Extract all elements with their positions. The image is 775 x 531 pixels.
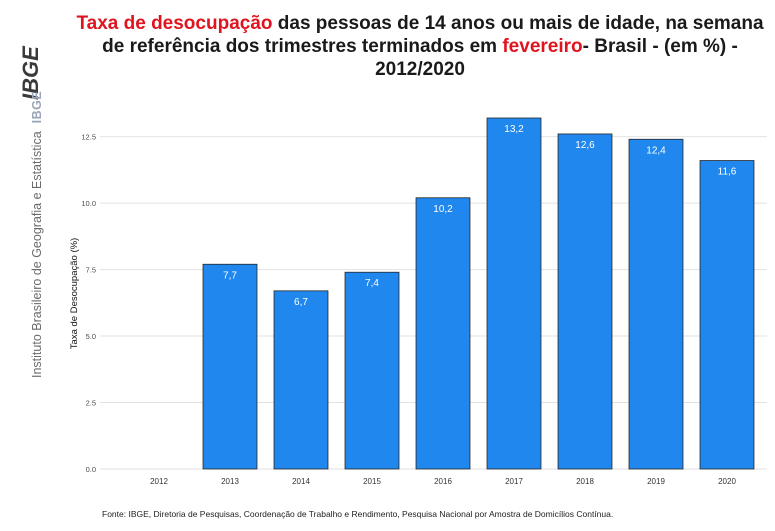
brand-strip: IBGE Instituto Brasileiro de Geografia e… — [0, 0, 62, 531]
bar — [628, 138, 684, 470]
bar-value-label: 6,7 — [294, 297, 308, 308]
x-tick-label: 2012 — [150, 477, 168, 486]
bar-value-label: 10,2 — [433, 204, 453, 215]
title-highlight-rate: Taxa de desocupação — [76, 13, 273, 34]
x-tick-label: 2018 — [576, 477, 594, 486]
bar — [344, 271, 400, 470]
x-tick-label: 2016 — [434, 477, 452, 486]
y-tick-label: 7.5 — [86, 266, 96, 275]
bar-value-label: 13,2 — [504, 124, 524, 135]
bar-chart: 0.0 2.5 5.0 7.5 10.0 12.5 Taxa de Desocupação … — [69, 117, 767, 486]
title-text-end: - Brasil - (em %) - 2012/2020 — [375, 36, 738, 80]
title-text-middle: das pessoas de 14 anos ou mais de idade,… — [102, 13, 764, 57]
institute-short-name: IBGE — [30, 90, 44, 124]
bar — [699, 160, 755, 470]
bar — [273, 290, 329, 470]
x-tick-label: 2019 — [647, 477, 665, 486]
plot-panel: 0.0 2.5 5.0 7.5 10.0 12.5 Taxa de Desocupação … — [67, 112, 767, 526]
y-tick-label: 5.0 — [86, 332, 96, 341]
brand-vertical-text: Instituto Brasileiro de Geografia e Esta… — [30, 91, 44, 378]
institute-name: Instituto Brasileiro de Geografia e Esta… — [30, 131, 44, 378]
bar-value-label: 12,6 — [575, 140, 595, 151]
y-tick-label: 0.0 — [86, 465, 96, 474]
x-tick-label: 2015 — [363, 477, 381, 486]
bar — [557, 133, 613, 470]
y-tick-label: 2.5 — [86, 399, 96, 408]
bar — [202, 263, 258, 470]
x-tick-label: 2017 — [505, 477, 523, 486]
chart-title: Taxa de desocupação das pessoas de 14 an… — [70, 12, 770, 81]
bar-value-label: 12,4 — [646, 145, 666, 156]
bar-value-label: 11,6 — [718, 167, 737, 178]
bar — [415, 197, 471, 470]
ibge-logo-text: IBGE — [18, 45, 43, 100]
bar — [486, 117, 542, 470]
bar-value-label: 7,7 — [223, 270, 237, 281]
bar-value-label: 7,4 — [365, 278, 379, 289]
y-tick-label: 12.5 — [81, 133, 96, 142]
ibge-logo-icon: IBGE — [18, 45, 43, 100]
x-tick-label: 2013 — [221, 477, 239, 486]
y-axis-title: Taxa de Desocupação (%) — [69, 238, 80, 349]
source-note: Fonte: IBGE, Diretoria de Pesquisas, Coo… — [102, 509, 614, 519]
x-tick-label: 2014 — [292, 477, 310, 486]
x-tick-label: 2020 — [718, 477, 736, 486]
y-tick-label: 10.0 — [81, 199, 96, 208]
title-highlight-month: fevereiro — [502, 36, 583, 57]
